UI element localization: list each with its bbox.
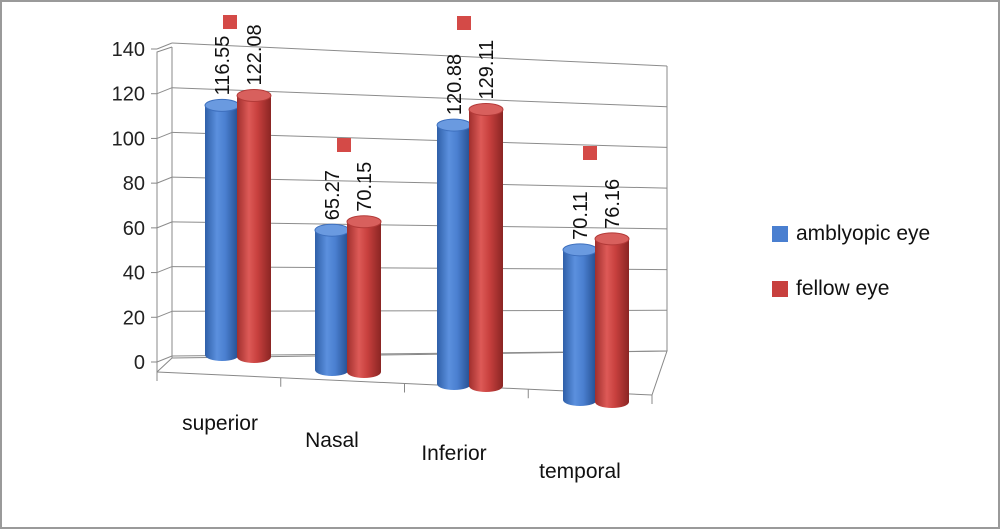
y-tick-label: 40 <box>123 263 145 285</box>
bar-top <box>346 215 382 229</box>
bar-body <box>315 230 349 376</box>
square-marker <box>223 15 237 29</box>
gridline-left-140 <box>156 42 173 50</box>
y-tick-label: 0 <box>134 352 145 374</box>
gridline-left-120 <box>156 87 173 95</box>
y-tick-label: 20 <box>123 307 145 329</box>
bar-fellow-0 <box>236 89 272 363</box>
bar-amblyopic-1 <box>314 223 350 376</box>
bar-body <box>563 249 597 406</box>
bar-top <box>204 98 240 112</box>
bar-top <box>468 102 504 116</box>
x-tick-label: Inferior <box>421 442 486 465</box>
square-marker <box>457 16 471 30</box>
bar-body <box>469 109 503 392</box>
bar-amblyopic-0 <box>204 98 240 361</box>
data-label: 76.16 <box>602 179 624 229</box>
bar-top <box>562 243 598 257</box>
data-label: 65.27 <box>322 170 344 220</box>
y-tick-label: 100 <box>112 128 145 150</box>
y-tick-label: 140 <box>112 39 145 61</box>
data-label: 116.55 <box>212 36 234 96</box>
bar-top <box>436 118 472 132</box>
bar-fellow-1 <box>346 215 382 378</box>
x-axis: superior Nasal Inferior temporal <box>156 372 653 483</box>
legend: amblyopic eye fellow eye <box>772 222 930 300</box>
legend-label: amblyopic eye <box>796 222 930 245</box>
data-label: 129.11 <box>476 40 498 100</box>
y-axis: 0 20 40 60 80 100 120 140 <box>112 39 158 374</box>
bar-amblyopic-3 <box>562 243 598 406</box>
bar-amblyopic-2 <box>436 118 472 391</box>
legend-label: fellow eye <box>796 277 889 300</box>
gridline-left-80 <box>156 176 173 184</box>
bar-body <box>437 125 471 391</box>
gridline-left-20 <box>156 310 173 318</box>
bar-fellow-3 <box>594 232 630 408</box>
x-tick-label: superior <box>182 412 258 435</box>
bar-top <box>236 89 272 103</box>
bar-body <box>237 95 271 363</box>
bars <box>204 89 630 408</box>
x-tick-label: Nasal <box>305 429 359 452</box>
legend-swatch <box>772 226 788 242</box>
square-marker <box>337 138 351 152</box>
gridline-left-100 <box>156 131 173 139</box>
y-tick-label: 80 <box>123 173 145 195</box>
bar-body <box>347 221 381 378</box>
square-marker <box>583 146 597 160</box>
gridline-left-60 <box>156 221 173 229</box>
data-label: 120.88 <box>444 54 466 115</box>
bar-top <box>594 232 630 246</box>
bar-body <box>205 105 239 361</box>
bar-top <box>314 223 350 237</box>
gridline-back-140 <box>171 42 668 67</box>
bar-fellow-2 <box>468 102 504 392</box>
left-wall <box>156 46 173 374</box>
x-tick-label: temporal <box>539 460 621 483</box>
gridline-left-0 <box>156 355 173 363</box>
y-tick-label: 120 <box>112 84 145 106</box>
bar-body <box>595 238 629 408</box>
data-label: 70.15 <box>354 162 376 212</box>
y-tick-label: 60 <box>123 218 145 240</box>
data-label: 122.08 <box>244 24 266 85</box>
legend-swatch <box>772 281 788 297</box>
gridline-left-40 <box>156 266 173 274</box>
data-labels: 116.55 65.27 120.88 70.11 122.08 70.15 129.11 7… <box>212 15 624 240</box>
data-label: 70.11 <box>570 191 592 240</box>
